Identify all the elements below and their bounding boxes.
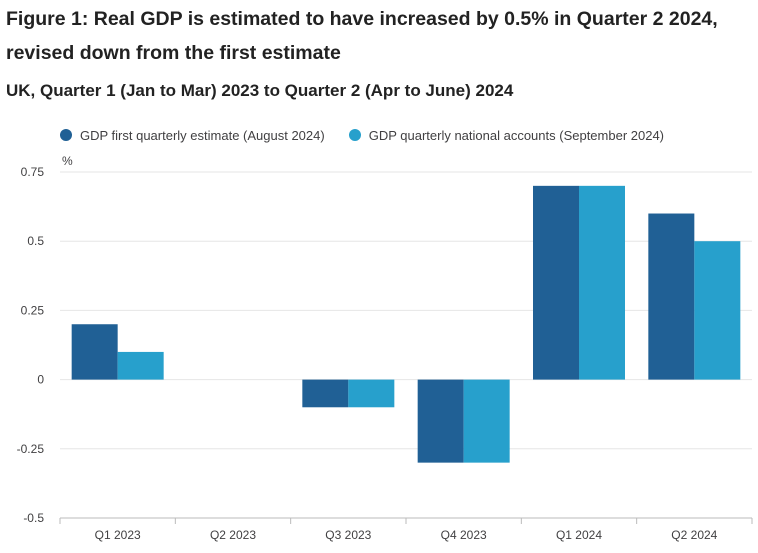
y-axis-unit-label: % (62, 154, 73, 168)
y-tick-label: 0.5 (27, 234, 44, 248)
bar-first-estimate-q4-2023 (417, 379, 464, 463)
bars (71, 185, 741, 463)
legend-swatch-first-estimate (60, 129, 72, 141)
y-tick-label: 0.75 (21, 165, 45, 179)
x-tick-label: Q1 2023 (95, 528, 141, 542)
y-tick-label: 0.25 (21, 303, 45, 317)
bar-first-estimate-q2-2024 (648, 213, 695, 380)
x-axis (59, 517, 753, 524)
chart-title: Figure 1: Real GDP is estimated to have … (6, 8, 718, 64)
x-tick-label: Q4 2023 (441, 528, 487, 542)
legend-label-first-estimate: GDP first quarterly estimate (August 202… (80, 127, 325, 143)
y-tick-label: -0.5 (23, 511, 44, 525)
x-tick-label: Q2 2023 (210, 528, 256, 542)
legend-item-first-estimate: GDP first quarterly estimate (August 202… (60, 128, 325, 143)
bar-national-accounts-q4-2023 (463, 379, 510, 463)
y-tick-label: 0 (37, 373, 44, 387)
bar-national-accounts-q1-2024 (579, 185, 625, 380)
x-tick-label: Q1 2024 (556, 528, 602, 542)
bar-national-accounts-q3-2023 (348, 379, 395, 408)
bar-first-estimate-q1-2023 (71, 324, 118, 380)
chart-legend: GDP first quarterly estimate (August 202… (60, 124, 688, 146)
legend-item-national-accounts: GDP quarterly national accounts (Septemb… (348, 127, 665, 143)
bar-first-estimate-q3-2023 (302, 379, 349, 408)
bar-national-accounts-q2-2024 (694, 241, 741, 380)
axis-labels: 0.75 0.5 0.25 0 -0.25 -0.5% Q1 2023 Q2 2023 Q3 2… (17, 154, 718, 542)
bar-national-accounts-q1-2023 (117, 351, 164, 380)
x-tick-label: Q3 2023 (325, 528, 371, 542)
bar-first-estimate-q1-2024 (533, 185, 579, 380)
y-tick-label: -0.25 (17, 442, 45, 456)
legend-label-national-accounts: GDP quarterly national accounts (Septemb… (368, 127, 665, 143)
gridlines (60, 171, 752, 450)
chart-subtitle: UK, Quarter 1 (Jan to Mar) 2023 to Quart… (6, 81, 514, 100)
legend-swatch-national-accounts (348, 129, 361, 141)
x-tick-label: Q2 2024 (671, 528, 717, 542)
